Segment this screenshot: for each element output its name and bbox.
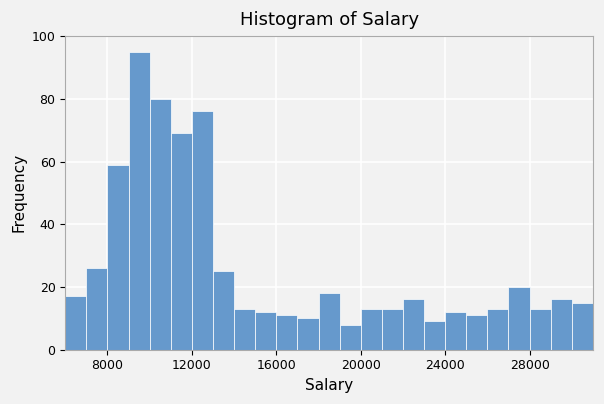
Bar <box>318 293 339 349</box>
Bar <box>129 52 150 349</box>
Bar <box>424 322 445 349</box>
Bar <box>213 271 234 349</box>
Bar <box>466 315 487 349</box>
Bar <box>487 309 509 349</box>
Bar <box>445 312 466 349</box>
Bar <box>234 309 255 349</box>
Bar <box>361 309 382 349</box>
Bar <box>171 133 192 349</box>
Bar <box>108 165 129 349</box>
Bar <box>593 340 604 349</box>
Y-axis label: Frequency: Frequency <box>11 154 26 232</box>
Bar <box>339 324 361 349</box>
Bar <box>86 268 108 349</box>
Bar <box>530 309 551 349</box>
Bar <box>551 299 572 349</box>
Bar <box>572 303 593 349</box>
Bar <box>192 112 213 349</box>
Bar <box>276 315 297 349</box>
Bar <box>297 318 318 349</box>
Bar <box>382 309 403 349</box>
Bar <box>65 297 86 349</box>
Title: Histogram of Salary: Histogram of Salary <box>240 11 419 29</box>
Bar <box>150 99 171 349</box>
X-axis label: Salary: Salary <box>305 378 353 393</box>
Bar <box>403 299 424 349</box>
Bar <box>255 312 276 349</box>
Bar <box>509 287 530 349</box>
